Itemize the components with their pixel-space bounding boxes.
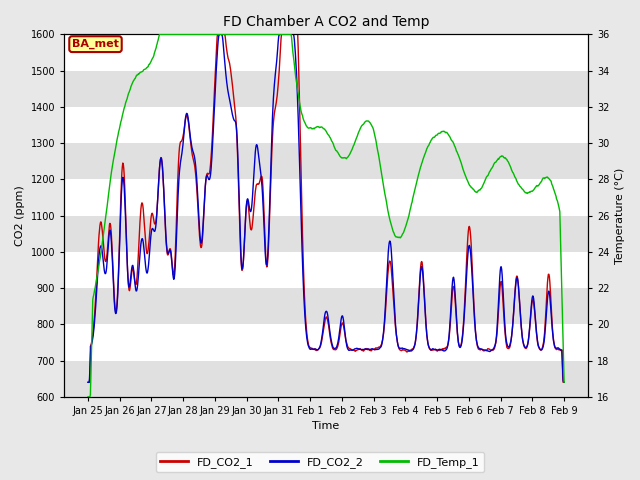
FD_CO2_2 — [560, 379, 568, 385]
FD_CO2_1 — [84, 379, 92, 385]
FD_Temp_1 — [465, 180, 472, 185]
X-axis label: Time: Time — [312, 421, 340, 432]
FD_Temp_1 — [132, 72, 140, 78]
FD_CO2_1 — [456, 344, 463, 349]
FD_CO2_1 — [214, 32, 221, 37]
FD_CO2_2 — [412, 339, 419, 345]
FD_CO2_1 — [412, 339, 419, 345]
Legend: FD_CO2_1, FD_CO2_2, FD_Temp_1: FD_CO2_1, FD_CO2_2, FD_Temp_1 — [156, 452, 484, 472]
FD_CO2_2 — [216, 32, 223, 37]
Text: BA_met: BA_met — [72, 39, 119, 49]
Bar — [64, 216, 588, 252]
Line: FD_Temp_1: FD_Temp_1 — [88, 35, 564, 397]
FD_Temp_1 — [456, 156, 463, 162]
FD_Temp_1 — [412, 184, 419, 190]
FD_CO2_1 — [132, 278, 140, 284]
FD_Temp_1 — [156, 32, 163, 37]
Y-axis label: Temperature (°C): Temperature (°C) — [615, 168, 625, 264]
Line: FD_CO2_1: FD_CO2_1 — [88, 35, 564, 382]
Bar — [64, 360, 588, 397]
FD_Temp_1 — [84, 394, 92, 400]
FD_CO2_2 — [465, 247, 472, 252]
FD_CO2_1 — [294, 46, 302, 51]
FD_Temp_1 — [560, 379, 568, 385]
FD_CO2_2 — [132, 288, 140, 294]
Y-axis label: CO2 (ppm): CO2 (ppm) — [15, 185, 25, 246]
FD_CO2_2 — [294, 114, 302, 120]
FD_CO2_1 — [560, 379, 568, 385]
FD_CO2_2 — [456, 345, 463, 350]
FD_CO2_1 — [465, 228, 472, 234]
Bar — [64, 288, 588, 324]
Bar — [64, 71, 588, 107]
FD_CO2_2 — [277, 32, 285, 37]
Title: FD Chamber A CO2 and Temp: FD Chamber A CO2 and Temp — [223, 15, 429, 29]
FD_CO2_1 — [277, 36, 285, 42]
Line: FD_CO2_2: FD_CO2_2 — [88, 35, 564, 382]
Bar — [64, 143, 588, 180]
FD_Temp_1 — [277, 32, 285, 37]
FD_CO2_2 — [84, 379, 92, 385]
FD_Temp_1 — [294, 91, 302, 96]
